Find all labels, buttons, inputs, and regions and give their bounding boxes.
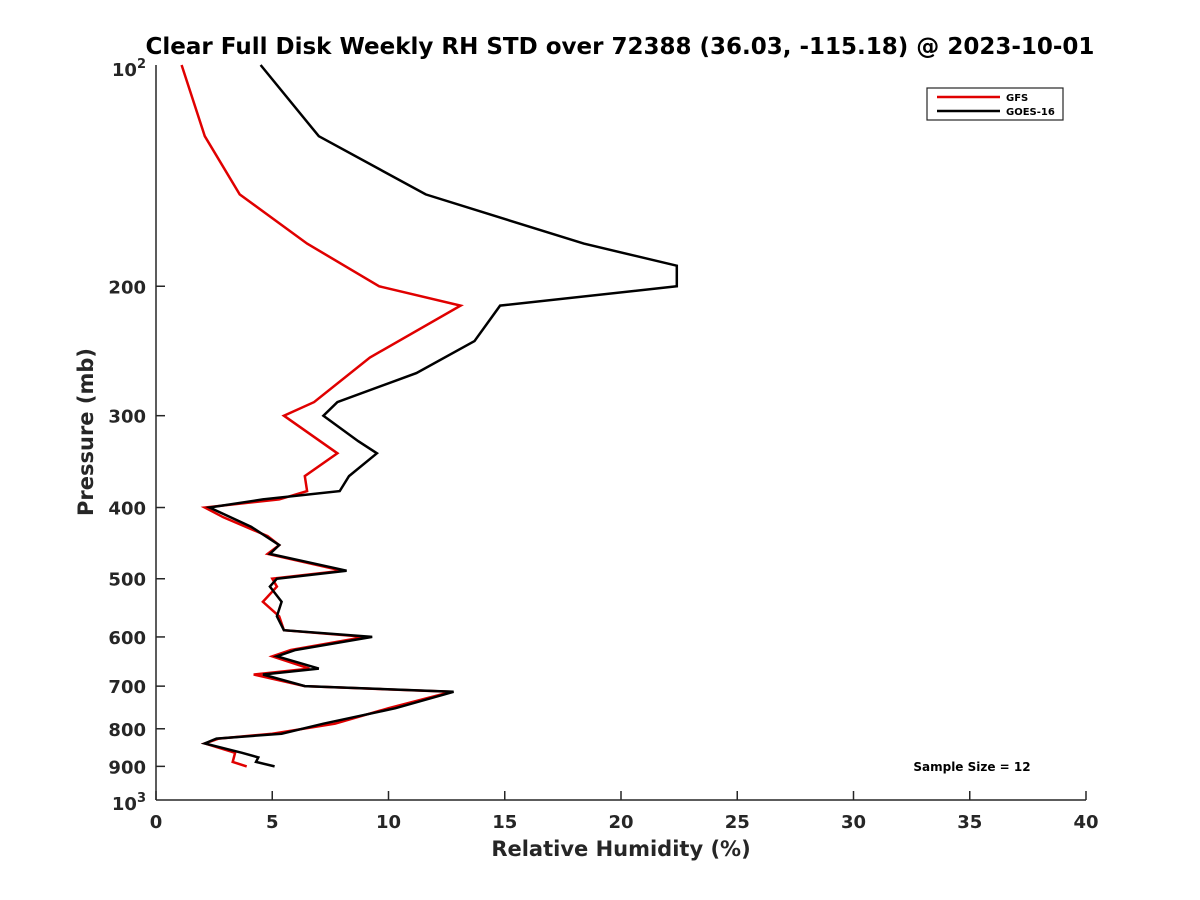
x-tick-label: 10 <box>376 812 401 833</box>
legend-label-gfs: GFS <box>1006 93 1028 104</box>
x-tick-label: 35 <box>957 812 982 833</box>
x-tick-label: 40 <box>1073 812 1098 833</box>
y-axis-label: Pressure (mb) <box>74 348 98 516</box>
x-axis-label: Relative Humidity (%) <box>491 837 750 861</box>
y-tick-label: 800 <box>108 720 146 741</box>
chart-title: Clear Full Disk Weekly RH STD over 72388… <box>146 34 1095 60</box>
series-line-gfs <box>180 64 464 768</box>
x-tick-label: 15 <box>492 812 517 833</box>
legend-box <box>926 87 1064 121</box>
y-ticks: 200 300 400 500 600 700 800 900 <box>108 277 165 778</box>
plot-area: 0 5 10 15 20 25 30 35 40 200 300 400 500 600 700 800 90… <box>108 64 1099 833</box>
y-tick-label: 500 <box>108 570 146 591</box>
x-tick-label: 30 <box>841 812 866 833</box>
series-lines <box>180 64 679 768</box>
y-tick-label: 400 <box>108 499 146 520</box>
x-ticks: 0 5 10 15 20 25 30 35 40 <box>150 791 1099 833</box>
y-tick-label: 200 <box>108 277 146 298</box>
y-tick-label: 300 <box>108 407 146 428</box>
y-limit-bottom-label: 103 <box>112 791 146 815</box>
y-limit-bottom-exponent: 3 <box>137 791 146 806</box>
y-tick-label: 700 <box>108 677 146 698</box>
x-tick-label: 0 <box>150 812 163 833</box>
y-limit-bottom-base: 10 <box>112 794 137 815</box>
sample-size-annotation: Sample Size = 12 <box>913 760 1030 774</box>
y-limit-top-exponent: 2 <box>137 57 146 72</box>
x-tick-label: 25 <box>725 812 750 833</box>
y-tick-label: 900 <box>108 757 146 778</box>
y-tick-label: 600 <box>108 628 146 649</box>
series-line-goes16 <box>200 64 679 768</box>
y-limit-top-base: 10 <box>112 60 137 81</box>
legend-label-goes16: GOES-16 <box>1006 107 1055 118</box>
x-tick-label: 5 <box>266 812 279 833</box>
x-tick-label: 20 <box>608 812 633 833</box>
y-limit-top-label: 102 <box>112 57 146 81</box>
legend: GFS GOES-16 <box>926 87 1064 121</box>
